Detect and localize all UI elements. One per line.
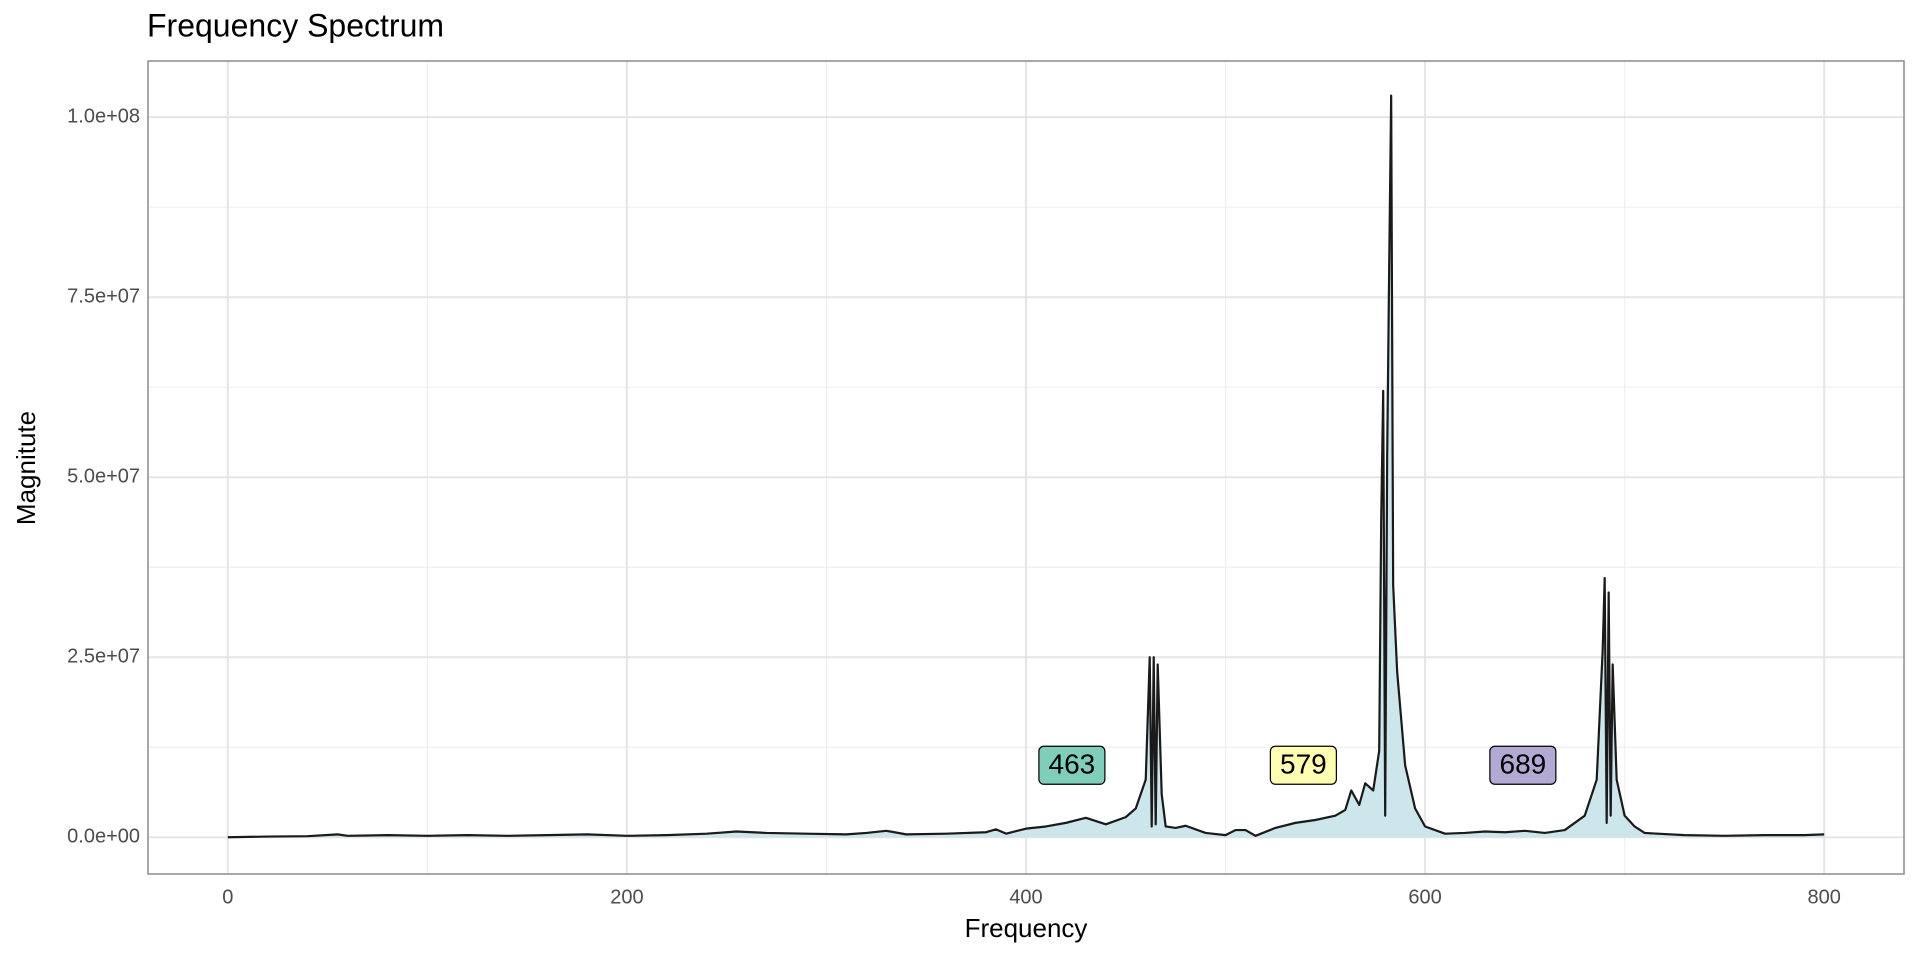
y-axis-title: Magnitute	[11, 411, 41, 525]
y-tick-label: 0.0e+00	[67, 826, 140, 848]
x-tick-label: 800	[1807, 886, 1840, 908]
x-axis-title: Frequency	[965, 913, 1088, 943]
y-tick-label: 5.0e+07	[67, 466, 140, 488]
annotation-label: 689	[1500, 749, 1547, 780]
y-tick-label: 2.5e+07	[67, 646, 140, 668]
x-tick-label: 400	[1009, 886, 1042, 908]
x-tick-label: 600	[1408, 886, 1441, 908]
annotation-label: 579	[1280, 749, 1327, 780]
annotation-box	[1489, 745, 1557, 785]
x-tick-label: 0	[222, 886, 233, 908]
chart-title: Frequency Spectrum	[147, 7, 444, 43]
annotation-box	[1269, 745, 1337, 785]
y-tick-label: 1.0e+08	[67, 105, 140, 127]
annotation-box	[1038, 745, 1106, 785]
line	[227, 94, 1825, 839]
annotation-label: 463	[1049, 749, 1096, 780]
y-tick-label: 7.5e+07	[67, 285, 140, 307]
panel-border	[147, 60, 1905, 875]
x-tick-label: 200	[610, 886, 643, 908]
